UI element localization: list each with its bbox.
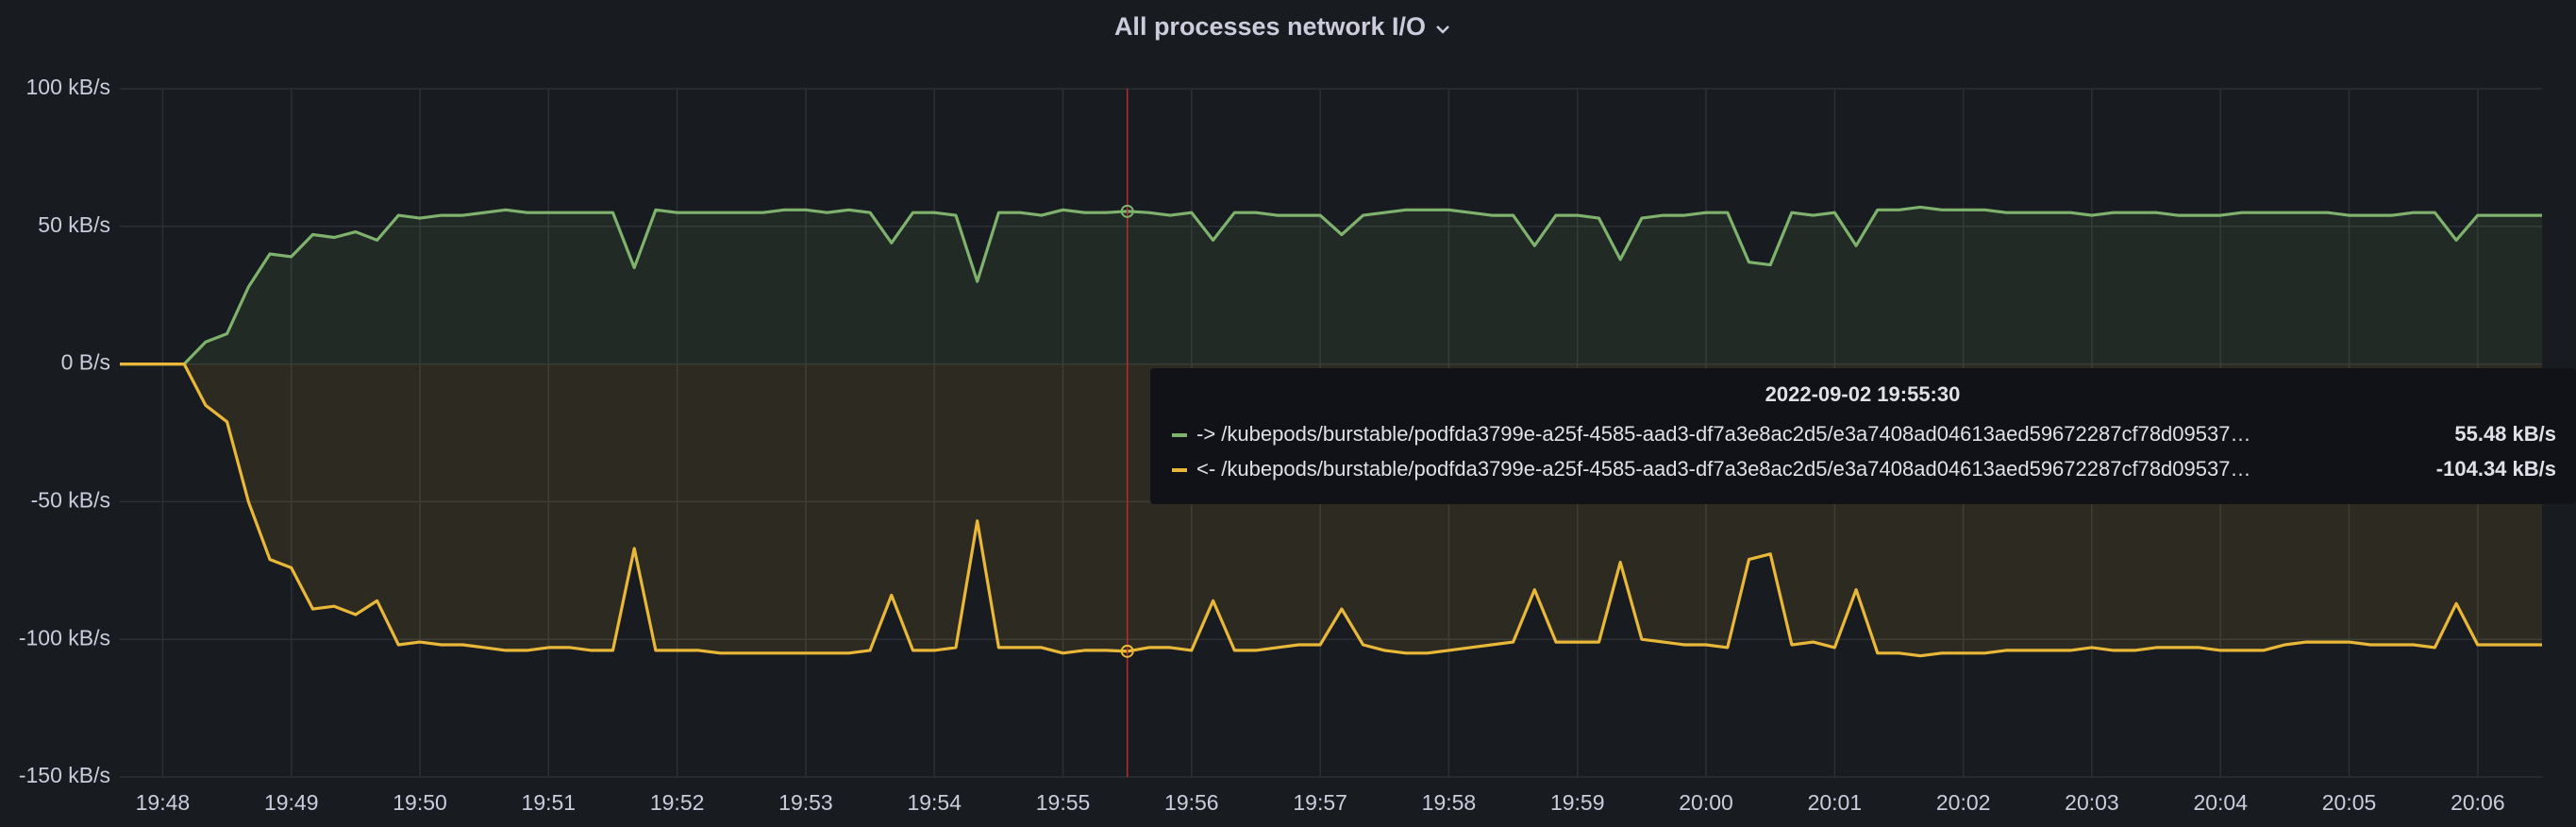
x-tick-label: 19:57 <box>1293 790 1347 815</box>
x-tick-label: 19:50 <box>393 790 447 815</box>
x-tick-label: 20:02 <box>1936 790 1991 815</box>
tooltip-box <box>1150 368 2576 504</box>
y-tick-label: 50 kB/s <box>38 212 110 237</box>
y-tick-label: 100 kB/s <box>26 75 111 99</box>
y-tick-label: 0 B/s <box>61 350 110 375</box>
x-tick-label: 19:58 <box>1422 790 1477 815</box>
hover-point <box>1120 204 1134 218</box>
y-tick-label: -50 kB/s <box>31 487 110 512</box>
x-tick-label: 19:49 <box>264 790 319 815</box>
y-tick-label: -100 kB/s <box>19 625 110 650</box>
x-tick-label: 20:05 <box>2322 790 2377 815</box>
tooltip: 2022-09-02 19:55:30 -> /kubepods/burstab… <box>1150 368 2576 504</box>
x-tick-label: 20:03 <box>2065 790 2119 815</box>
x-tick-label: 19:48 <box>136 790 191 815</box>
series-line <box>120 205 2542 366</box>
tooltip-time: 2022-09-02 19:55:30 <box>1765 382 1961 406</box>
tooltip-value: 55.48 kB/s <box>2454 422 2556 446</box>
x-tick-label: 20:00 <box>1679 790 1733 815</box>
tooltip-value: -104.34 kB/s <box>2436 457 2556 481</box>
title-menu-chevron[interactable] <box>1436 25 1449 34</box>
x-tick-label: 19:51 <box>522 790 577 815</box>
x-tick-label: 19:54 <box>907 790 962 815</box>
x-tick-label: 20:01 <box>1808 790 1863 815</box>
axes: -150 kB/s -100 kB/s -50 kB/s 0 B/s 50 kB/s 10… <box>19 75 2505 815</box>
panel-title[interactable]: All processes network I/O <box>1114 12 1426 41</box>
y-tick-label: -150 kB/s <box>19 763 110 787</box>
x-tick-label: 20:04 <box>2193 790 2248 815</box>
x-tick-label: 19:53 <box>778 790 833 815</box>
series-line <box>120 363 2542 658</box>
x-tick-label: 19:52 <box>650 790 705 815</box>
x-tick-label: 19:59 <box>1550 790 1605 815</box>
x-tick-label: 20:06 <box>2451 790 2505 815</box>
hover-point <box>1120 644 1134 658</box>
tooltip-series-name: -> /kubepods/burstable/podfda3799e-a25f-… <box>1196 422 2250 446</box>
area-fill <box>120 207 2542 364</box>
x-tick-label: 19:55 <box>1036 790 1091 815</box>
tooltip-series-name: <- /kubepods/burstable/podfda3799e-a25f-… <box>1196 457 2250 481</box>
x-tick-label: 19:56 <box>1164 790 1219 815</box>
